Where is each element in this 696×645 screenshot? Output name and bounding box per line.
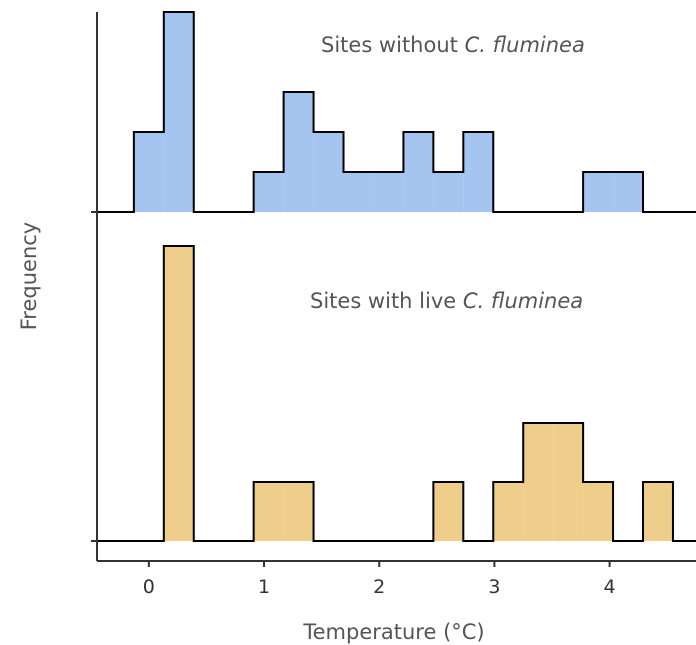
x-axis-tick-label: 0 — [143, 576, 155, 598]
bottom-histogram-bar — [643, 482, 673, 541]
top-histogram-bar — [373, 172, 404, 212]
top-histogram-bar — [463, 132, 494, 212]
x-axis-tick-label: 1 — [258, 576, 270, 598]
top-histogram-bar — [283, 92, 314, 212]
bottom-panel-bars — [97, 245, 696, 542]
x-axis-tick-label: 4 — [604, 576, 616, 598]
top-histogram-bar — [163, 12, 194, 212]
top-histogram-bar — [403, 132, 434, 212]
top-histogram-bar — [613, 172, 644, 212]
x-axis-ticks: 0 1 2 3 4 — [143, 561, 616, 598]
bottom-histogram-bar — [433, 482, 464, 541]
bottom-panel: Sites with live C. fluminea — [91, 213, 696, 561]
bottom-histogram-bar — [523, 423, 554, 541]
top-panel-bars — [97, 11, 696, 213]
bottom-histogram-outline — [97, 245, 696, 542]
top-histogram-bar — [133, 132, 164, 212]
bottom-panel-title: Sites with live C. fluminea — [310, 289, 583, 313]
x-axis-tick-label: 3 — [488, 576, 500, 598]
top-panel: Sites without C. fluminea — [91, 11, 696, 213]
top-histogram-bar — [433, 172, 464, 212]
bottom-histogram-bar — [283, 482, 314, 541]
top-histogram-bar — [313, 132, 344, 212]
bottom-histogram-bar — [583, 482, 614, 541]
bottom-histogram-bar — [253, 482, 284, 541]
top-histogram-bar — [583, 172, 614, 212]
bottom-histogram-bar — [163, 246, 194, 541]
bottom-histogram-bar — [493, 482, 524, 541]
x-axis-tick-label: 2 — [373, 576, 385, 598]
top-histogram-bar — [253, 172, 284, 212]
top-histogram-bar — [343, 172, 374, 212]
top-histogram-outline — [97, 11, 696, 213]
y-axis-title: Frequency — [17, 222, 41, 331]
x-axis: 0 1 2 3 4 — [97, 560, 696, 598]
x-axis-title: Temperature (°C) — [302, 620, 484, 644]
bottom-histogram-bar — [553, 423, 584, 541]
top-panel-title: Sites without C. fluminea — [321, 33, 585, 57]
